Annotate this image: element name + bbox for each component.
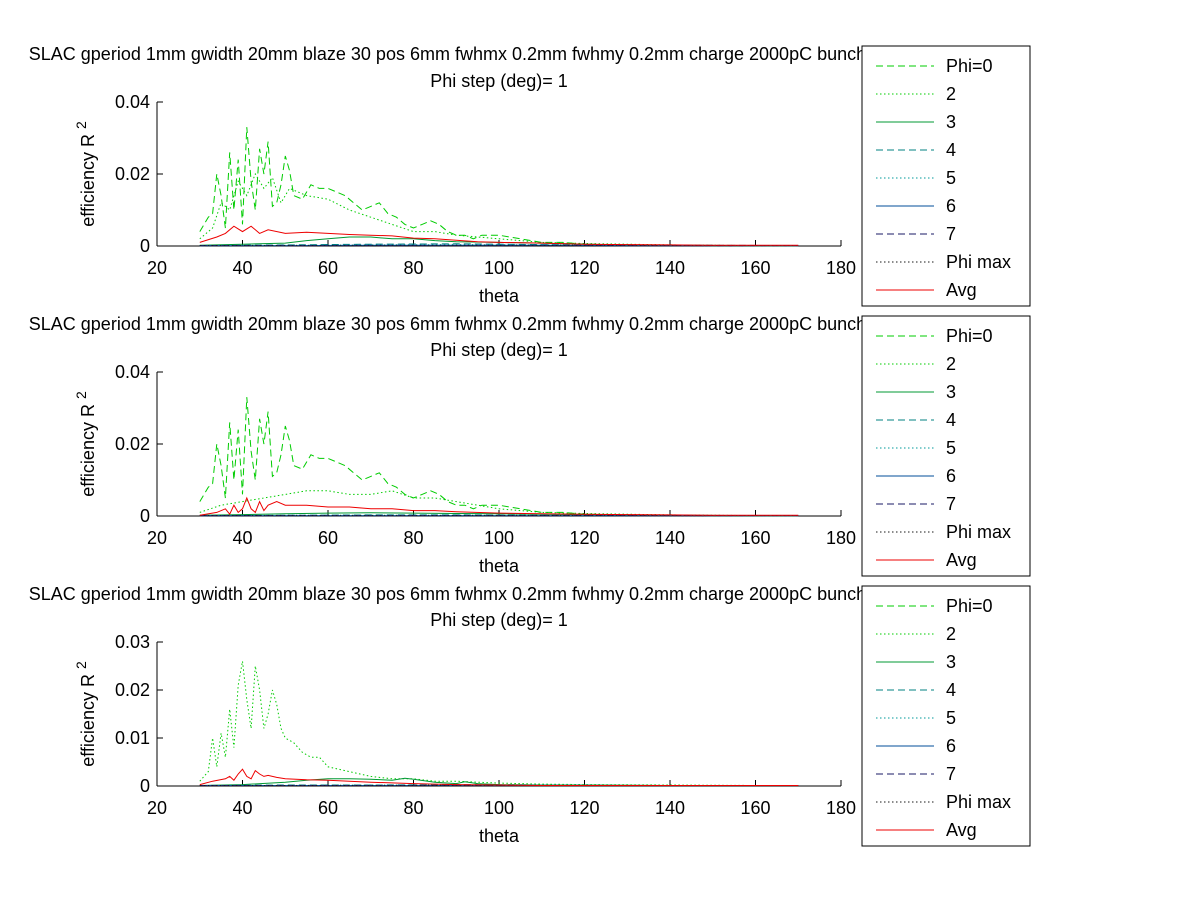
legend-label: 4 (946, 140, 956, 160)
legend-label: 6 (946, 196, 956, 216)
chart-title-line-1: SLAC gperiod 1mm gwidth 20mm blaze 30 po… (29, 584, 969, 604)
legend-box (861, 585, 1031, 847)
legend-label: Avg (946, 280, 977, 300)
y-axis-label-superscript: 2 (73, 121, 89, 129)
legend-label: 5 (946, 708, 956, 728)
x-tick-label: 20 (147, 528, 167, 548)
y-tick-label: 0.01 (115, 728, 150, 748)
chart-panel-1: SLAC gperiod 1mm gwidth 20mm blaze 30 po… (29, 44, 1031, 307)
chart-title-line-2: Phi step (deg)= 1 (430, 610, 568, 630)
series-line-9 (199, 768, 799, 786)
series-line-9 (199, 496, 799, 516)
x-tick-label: 100 (484, 258, 514, 278)
x-tick-label: 160 (740, 798, 770, 818)
chart-title-line-2: Phi step (deg)= 1 (430, 71, 568, 91)
chart-title-line-1: SLAC gperiod 1mm gwidth 20mm blaze 30 po… (29, 314, 969, 334)
legend: Phi=0 2 3 4 5 6 7 Phi max Avg (861, 585, 1031, 847)
legend-box (861, 45, 1031, 307)
x-tick-label: 160 (740, 258, 770, 278)
legend-label: 4 (946, 680, 956, 700)
chart-title-line-2: Phi step (deg)= 1 (430, 340, 568, 360)
legend-label: 2 (946, 624, 956, 644)
x-axis-label: theta (479, 286, 520, 306)
x-tick-label: 40 (232, 258, 252, 278)
legend-box (861, 315, 1031, 577)
series-line-1 (199, 397, 799, 517)
x-tick-label: 120 (569, 258, 599, 278)
x-tick-label: 40 (232, 528, 252, 548)
legend-label: 4 (946, 410, 956, 430)
series-line-2 (199, 661, 799, 786)
x-tick-label: 180 (826, 798, 856, 818)
y-tick-label: 0.04 (115, 362, 150, 382)
x-tick-label: 160 (740, 528, 770, 548)
x-tick-label: 180 (826, 258, 856, 278)
legend-label: Avg (946, 550, 977, 570)
y-axis-label-superscript: 2 (73, 391, 89, 399)
x-tick-label: 180 (826, 528, 856, 548)
y-tick-label: 0.02 (115, 680, 150, 700)
legend-label: 6 (946, 466, 956, 486)
legend-label: 7 (946, 764, 956, 784)
x-tick-label: 120 (569, 798, 599, 818)
legend-label: 7 (946, 224, 956, 244)
y-axis-label-superscript: 2 (73, 661, 89, 669)
legend-label: 3 (946, 112, 956, 132)
y-tick-label: 0 (140, 506, 150, 526)
y-tick-label: 0 (140, 236, 150, 256)
y-tick-label: 0.03 (115, 632, 150, 652)
series-line-1 (199, 127, 799, 247)
x-tick-label: 80 (403, 798, 423, 818)
x-tick-label: 140 (655, 798, 685, 818)
legend-label: 2 (946, 354, 956, 374)
x-tick-label: 60 (318, 258, 338, 278)
series-line-9 (199, 225, 799, 246)
x-tick-label: 100 (484, 798, 514, 818)
x-axis-label: theta (479, 556, 520, 576)
y-tick-label: 0 (140, 776, 150, 796)
legend-label: Phi max (946, 792, 1011, 812)
x-tick-label: 60 (318, 798, 338, 818)
x-tick-label: 120 (569, 528, 599, 548)
legend-label: 2 (946, 84, 956, 104)
x-axis-label: theta (479, 826, 520, 846)
chart-title-line-1: SLAC gperiod 1mm gwidth 20mm blaze 30 po… (29, 44, 969, 64)
x-tick-label: 80 (403, 258, 423, 278)
legend-label: 5 (946, 168, 956, 188)
legend-label: 3 (946, 382, 956, 402)
x-tick-label: 140 (655, 258, 685, 278)
y-axis-label: efficiency R 2 (73, 391, 98, 497)
legend: Phi=0 2 3 4 5 6 7 Phi max Avg (861, 315, 1031, 577)
legend-label: 5 (946, 438, 956, 458)
legend-label: 6 (946, 736, 956, 756)
x-tick-label: 20 (147, 258, 167, 278)
legend-label: Phi max (946, 522, 1011, 542)
legend-label: 7 (946, 494, 956, 514)
y-axis-label: efficiency R 2 (73, 661, 98, 767)
legend-label: Phi=0 (946, 56, 993, 76)
x-tick-label: 80 (403, 528, 423, 548)
y-tick-label: 0.02 (115, 164, 150, 184)
x-tick-label: 140 (655, 528, 685, 548)
legend-label: Phi max (946, 252, 1011, 272)
legend-label: Avg (946, 820, 977, 840)
chart-panel-2: SLAC gperiod 1mm gwidth 20mm blaze 30 po… (29, 314, 1031, 577)
legend: Phi=0 2 3 4 5 6 7 Phi max Avg (861, 45, 1031, 307)
chart-panel-3: SLAC gperiod 1mm gwidth 20mm blaze 30 po… (29, 584, 1031, 847)
y-axis-label: efficiency R 2 (73, 121, 98, 227)
x-tick-label: 100 (484, 528, 514, 548)
x-tick-label: 20 (147, 798, 167, 818)
legend-label: Phi=0 (946, 326, 993, 346)
series-line-2 (199, 172, 799, 247)
y-tick-label: 0.02 (115, 434, 150, 454)
y-tick-label: 0.04 (115, 92, 150, 112)
legend-label: 3 (946, 652, 956, 672)
x-tick-label: 40 (232, 798, 252, 818)
legend-label: Phi=0 (946, 596, 993, 616)
x-tick-label: 60 (318, 528, 338, 548)
